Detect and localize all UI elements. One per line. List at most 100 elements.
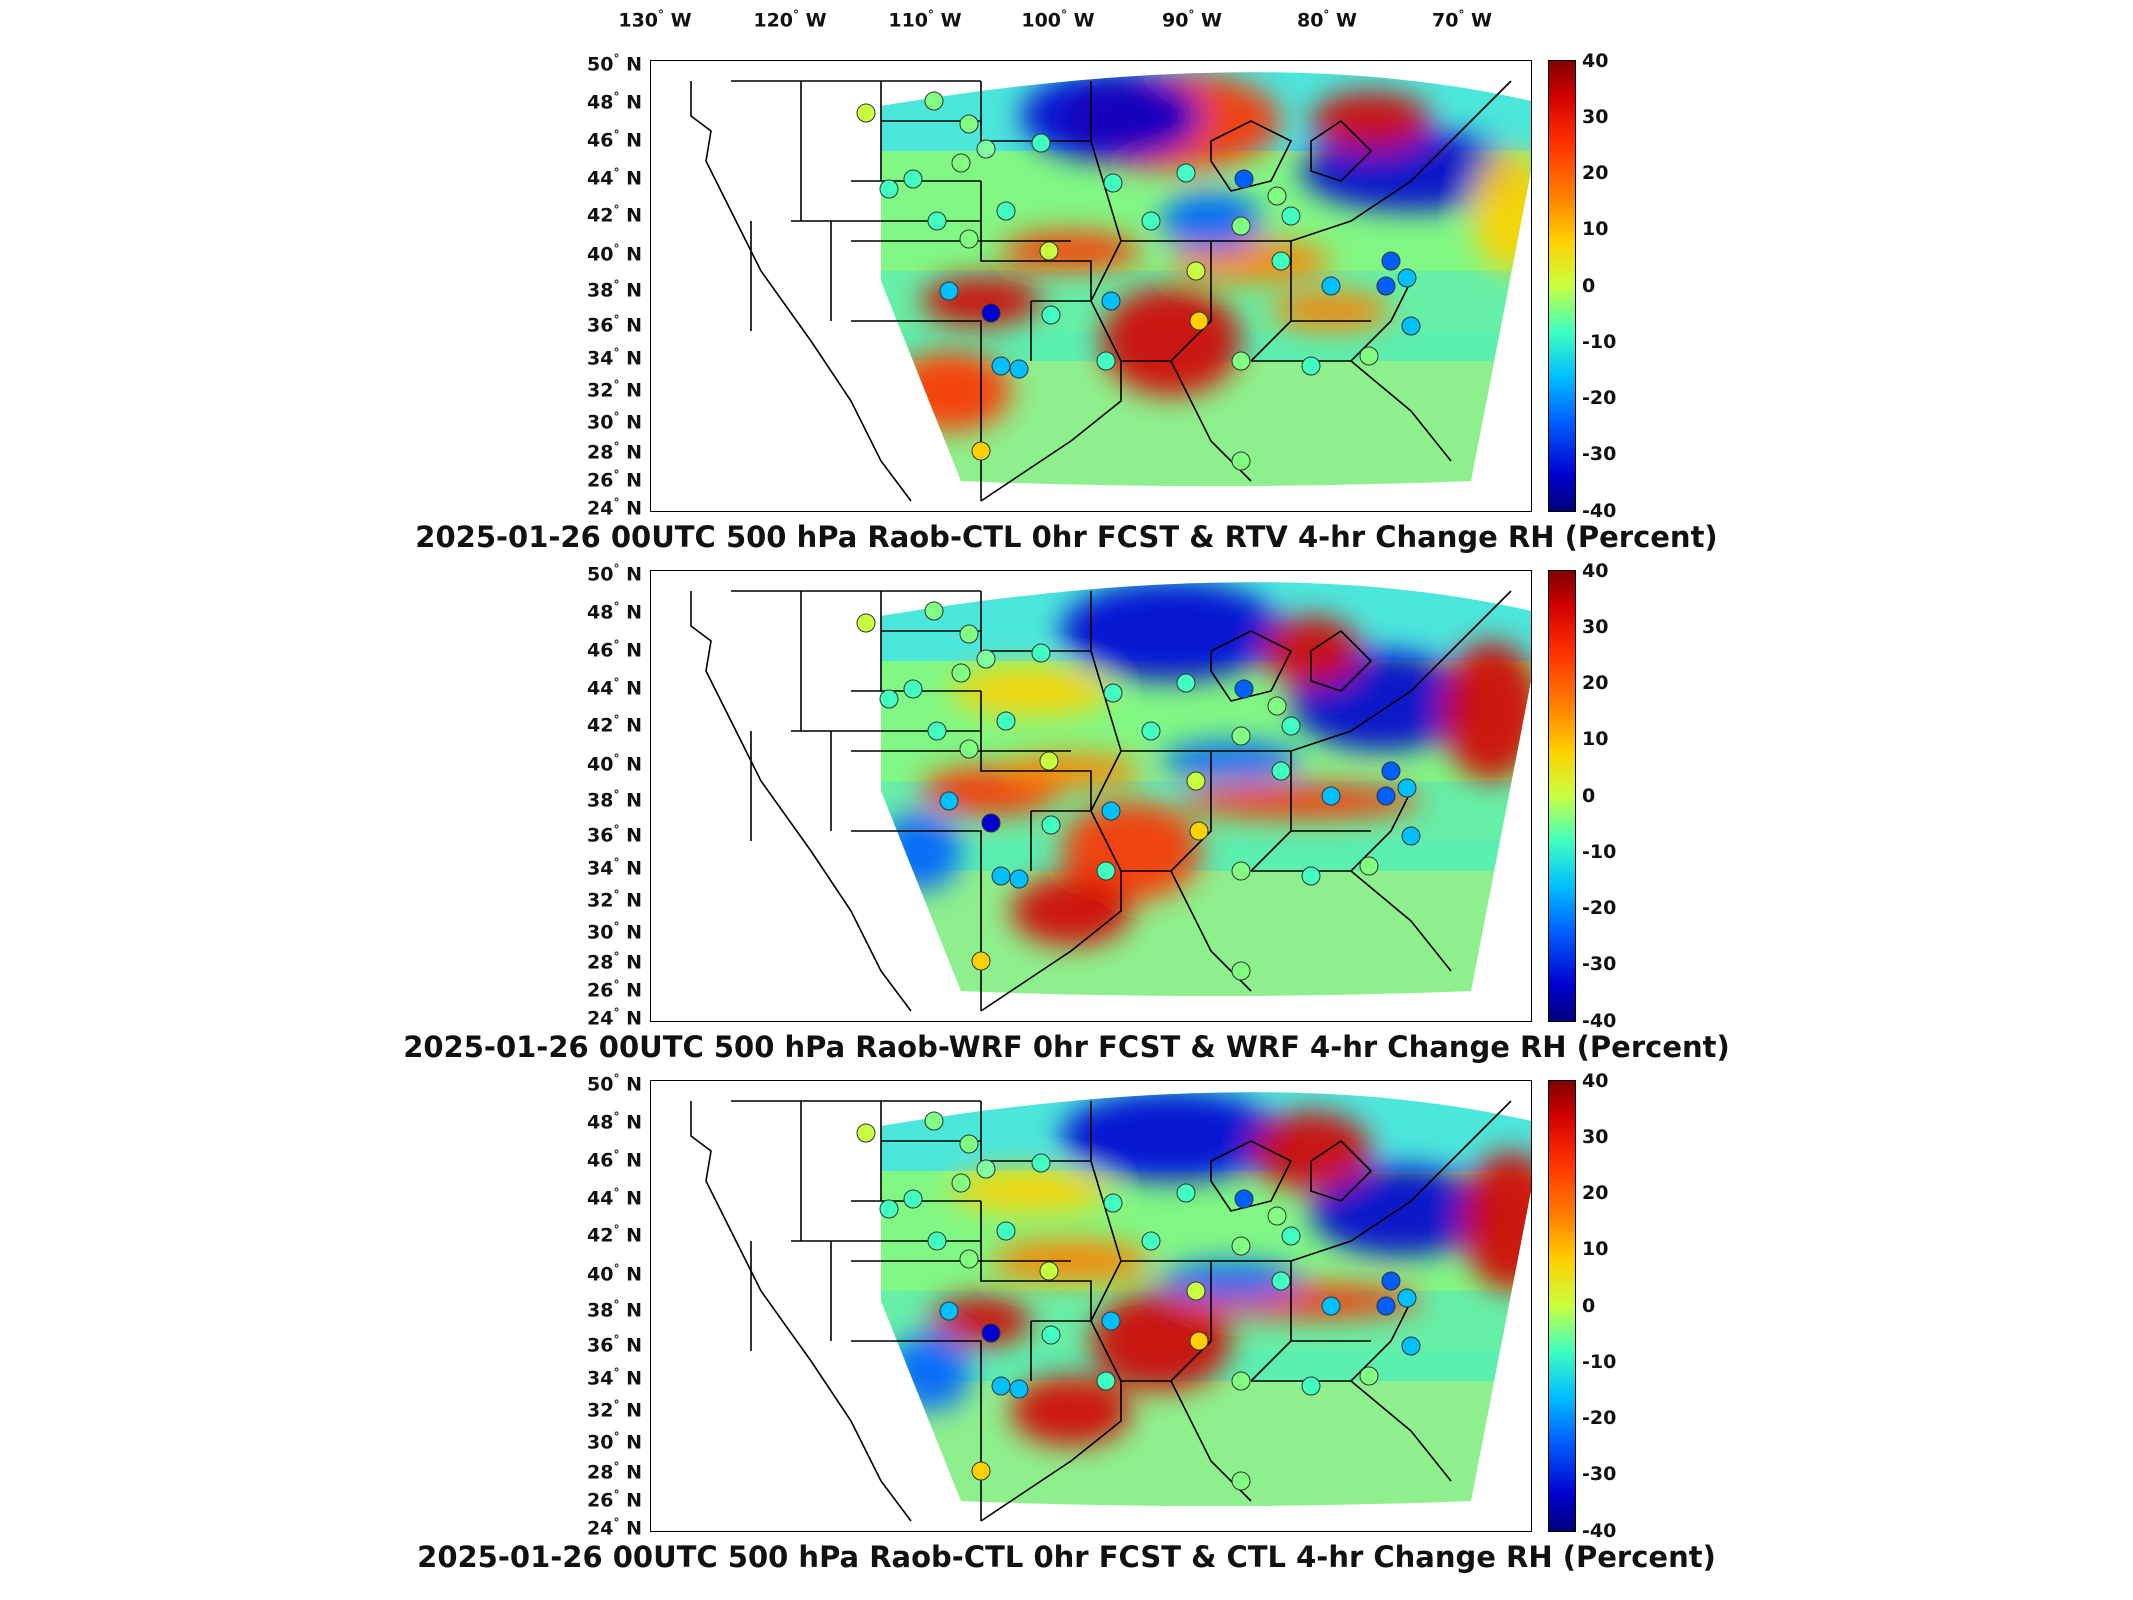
raob-station-marker — [924, 601, 944, 621]
raob-station-marker — [1234, 679, 1254, 699]
raob-station-marker — [1397, 778, 1417, 798]
raob-station-marker — [1321, 1296, 1341, 1316]
raob-station-marker — [1359, 346, 1379, 366]
field-blob — [1011, 876, 1131, 946]
colorbar-tick-label: 20 — [1582, 162, 1609, 184]
colorbar — [1548, 570, 1576, 1022]
raob-station-marker — [959, 1134, 979, 1154]
lon-label: 100° W — [1021, 8, 1095, 32]
field-blob — [951, 666, 1111, 716]
raob-station-marker — [924, 91, 944, 111]
lat-label: 34° N — [587, 346, 642, 370]
raob-station-marker — [1009, 1379, 1029, 1399]
lat-label: 32° N — [587, 378, 642, 402]
raob-station-marker — [924, 1111, 944, 1131]
panel-title: 2025-01-26 00UTC 500 hPa Raob-CTL 0hr FC… — [417, 1540, 1716, 1574]
raob-station-marker — [1231, 1236, 1251, 1256]
raob-station-marker — [1281, 716, 1301, 736]
lat-label: 24° N — [587, 1516, 642, 1540]
lat-label: 34° N — [587, 1366, 642, 1390]
lat-label: 44° N — [587, 166, 642, 190]
field-blob — [1091, 1291, 1231, 1391]
rh-map — [650, 570, 1532, 1022]
raob-station-marker — [1359, 856, 1379, 876]
lat-label: 42° N — [587, 203, 642, 227]
colorbar-tick-label: 20 — [1582, 1182, 1609, 1204]
field-blob — [881, 811, 961, 891]
field-blob — [1461, 1151, 1531, 1291]
panel-title: 2025-01-26 00UTC 500 hPa Raob-CTL 0hr FC… — [415, 520, 1718, 554]
raob-station-marker — [996, 711, 1016, 731]
raob-station-marker — [959, 1249, 979, 1269]
raob-station-marker — [1321, 786, 1341, 806]
colorbar-tick-label: 30 — [1582, 616, 1609, 638]
raob-station-marker — [1397, 1288, 1417, 1308]
raob-station-marker — [1041, 1325, 1061, 1345]
field-blob — [1471, 151, 1531, 271]
field-blob — [1311, 1166, 1491, 1256]
lat-label: 50° N — [587, 1072, 642, 1096]
colorbar-tick-label: -30 — [1582, 443, 1617, 465]
lat-label: 30° N — [587, 920, 642, 944]
colorbar-tick-label: 40 — [1582, 1070, 1609, 1092]
raob-station-marker — [1031, 1153, 1051, 1173]
raob-station-marker — [1176, 1183, 1196, 1203]
raob-station-marker — [971, 441, 991, 461]
raob-station-marker — [1231, 726, 1251, 746]
lat-label: 26° N — [587, 1488, 642, 1512]
lon-label: 110° W — [888, 8, 962, 32]
raob-station-marker — [939, 1301, 959, 1321]
raob-station-marker — [991, 1376, 1011, 1396]
raob-station-marker — [1096, 1371, 1116, 1391]
raob-station-marker — [959, 624, 979, 644]
lon-label: 130° W — [618, 8, 692, 32]
raob-station-marker — [1101, 801, 1121, 821]
lat-label: 32° N — [587, 888, 642, 912]
colorbar-tick-label: -20 — [1582, 387, 1617, 409]
longitude-axis: 130° W 120° W 110° W 100° W 90° W 80° W … — [0, 0, 2133, 50]
lat-label: 44° N — [587, 1186, 642, 1210]
raob-station-marker — [1401, 826, 1421, 846]
lat-label: 42° N — [587, 713, 642, 737]
lat-label: 30° N — [587, 1430, 642, 1454]
colorbar-tick-label: -20 — [1582, 1407, 1617, 1429]
lat-label: 50° N — [587, 52, 642, 76]
raob-station-marker — [1267, 1206, 1287, 1226]
raob-station-marker — [959, 229, 979, 249]
lat-label: 30° N — [587, 410, 642, 434]
field-blob — [921, 276, 1041, 326]
raob-station-marker — [971, 1461, 991, 1481]
raob-station-marker — [959, 114, 979, 134]
lat-label: 42° N — [587, 1223, 642, 1247]
field-blob — [1301, 131, 1521, 211]
lat-label: 32° N — [587, 1398, 642, 1422]
raob-station-marker — [939, 281, 959, 301]
lat-label: 28° N — [587, 950, 642, 974]
colorbar-tick-label: 30 — [1582, 1126, 1609, 1148]
lat-label: 40° N — [587, 242, 642, 266]
raob-station-marker — [879, 179, 899, 199]
raob-station-marker — [1231, 351, 1251, 371]
raob-station-marker — [1103, 1193, 1123, 1213]
raob-station-marker — [1096, 351, 1116, 371]
raob-station-marker — [1041, 815, 1061, 835]
raob-station-marker — [1231, 861, 1251, 881]
field-blob — [1181, 783, 1421, 819]
rh-map — [650, 1080, 1532, 1532]
colorbar-tick-label: -20 — [1582, 897, 1617, 919]
raob-station-marker — [1231, 451, 1251, 471]
field-blob — [1271, 291, 1391, 331]
raob-station-marker — [927, 1231, 947, 1251]
raob-station-marker — [1096, 861, 1116, 881]
raob-station-marker — [1176, 163, 1196, 183]
raob-station-marker — [1231, 1471, 1251, 1491]
raob-station-marker — [1381, 761, 1401, 781]
raob-station-marker — [1009, 359, 1029, 379]
raob-station-marker — [1376, 1296, 1396, 1316]
raob-station-marker — [1039, 241, 1059, 261]
raob-station-marker — [1031, 133, 1051, 153]
colorbar — [1548, 1080, 1576, 1532]
raob-station-marker — [981, 303, 1001, 323]
raob-station-marker — [1267, 186, 1287, 206]
raob-station-marker — [1321, 276, 1341, 296]
